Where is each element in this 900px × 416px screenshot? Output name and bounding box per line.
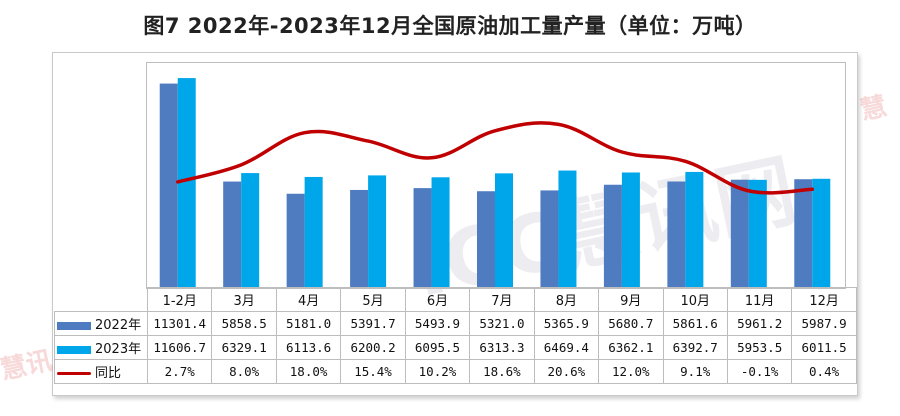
- chart-title: 图7 2022年-2023年12月全国原油加工量产量（单位：万吨）: [143, 14, 757, 38]
- category-label: 4月: [275, 287, 342, 312]
- data-cell: 12.0%: [598, 359, 664, 384]
- corner-cell: [54, 287, 148, 312]
- bar-2022: [223, 181, 242, 287]
- data-cell: 20.6%: [533, 359, 600, 384]
- data-cell: 6313.3: [469, 335, 535, 360]
- category-label: 3月: [211, 287, 277, 312]
- category-label: 1-2月: [146, 287, 213, 312]
- legend-swatch-2023: [57, 345, 91, 354]
- legend-2023: 2023年: [54, 335, 148, 360]
- data-cell: 5321.0: [469, 311, 535, 336]
- category-label: 12月: [791, 287, 857, 312]
- data-cell: 6095.5: [404, 335, 471, 360]
- bar-2023: [748, 179, 767, 287]
- legend-label-yoy: 同比: [95, 366, 122, 381]
- data-cell: 5858.5: [211, 311, 277, 336]
- bar-2022: [350, 189, 369, 287]
- data-cell: 9.1%: [662, 359, 728, 384]
- data-cell: 5680.7: [598, 311, 664, 336]
- bar-2023: [558, 170, 577, 287]
- data-table: 1-2月 3月 4月 5月 6月 7月 8月 9月 10月 11月 12月 2022年 11301.…: [54, 287, 857, 384]
- data-cell: 5365.9: [533, 311, 600, 336]
- data-cell: 18.0%: [275, 359, 342, 384]
- legend-swatch-yoy: [57, 372, 91, 375]
- data-cell: 6329.1: [211, 335, 277, 360]
- bar-2022: [413, 188, 432, 287]
- bar-2022: [286, 193, 305, 287]
- data-cell: 5987.9: [791, 311, 857, 336]
- data-cell: 11301.4: [146, 311, 213, 336]
- legend-yoy: 同比: [54, 359, 148, 384]
- category-row: 1-2月 3月 4月 5月 6月 7月 8月 9月 10月 11月 12月: [54, 287, 857, 312]
- data-cell: 6362.1: [598, 335, 664, 360]
- data-cell: 5861.6: [662, 311, 728, 336]
- data-cell: 5953.5: [726, 335, 793, 360]
- data-cell: -0.1%: [726, 359, 793, 384]
- bar-2022: [603, 184, 622, 287]
- category-label: 5月: [340, 287, 406, 312]
- data-cell: 15.4%: [340, 359, 406, 384]
- bar-2022: [540, 190, 559, 287]
- data-cell: 10.2%: [404, 359, 471, 384]
- bar-2023: [368, 175, 387, 287]
- bar-2023: [495, 173, 513, 287]
- data-cell: 18.6%: [469, 359, 535, 384]
- category-label: 10月: [662, 287, 728, 312]
- bar-2023: [812, 178, 831, 287]
- category-label: 8月: [533, 287, 600, 312]
- category-label: 11月: [726, 287, 793, 312]
- category-label: 6月: [404, 287, 471, 312]
- category-label: 9月: [598, 287, 664, 312]
- data-cell: 5961.2: [726, 311, 793, 336]
- legend-label-2022: 2022年: [95, 318, 142, 333]
- data-cell: 0.4%: [791, 359, 857, 384]
- bar-2023: [431, 177, 450, 287]
- data-cell: 5493.9: [404, 311, 471, 336]
- data-cell: 6469.4: [533, 335, 600, 360]
- legend-swatch-2022: [57, 321, 91, 330]
- bar-2022: [667, 181, 686, 287]
- data-cell: 6113.6: [275, 335, 342, 360]
- legend-2022: 2022年: [54, 311, 148, 336]
- bar-2022: [730, 179, 749, 287]
- data-cell: 2.7%: [146, 359, 213, 384]
- series-row-2022: 2022年 11301.4 5858.5 5181.0 5391.7 5493.9 532…: [54, 311, 857, 336]
- data-cell: 8.0%: [211, 359, 277, 384]
- bar-2023: [177, 78, 196, 287]
- data-cell: 5391.7: [340, 311, 406, 336]
- series-row-yoy: 同比 2.7% 8.0% 18.0% 15.4% 10.2% 18.6% 20.6% 12.0…: [54, 359, 857, 384]
- legend-label-2023: 2023年: [95, 342, 142, 357]
- bar-2022: [794, 179, 813, 287]
- category-label: 7月: [469, 287, 535, 312]
- bar-2022: [159, 83, 178, 287]
- data-cell: 6011.5: [791, 335, 857, 360]
- bar-2023: [621, 172, 640, 287]
- data-cell: 6200.2: [340, 335, 406, 360]
- bar-2023: [241, 173, 260, 287]
- data-cell: 6392.7: [662, 335, 728, 360]
- bar-2023: [685, 171, 704, 287]
- bar-2022: [477, 191, 495, 287]
- data-cell: 5181.0: [275, 311, 342, 336]
- series-row-2023: 2023年 11606.7 6329.1 6113.6 6200.2 6095.5 631…: [54, 335, 857, 360]
- bar-2023: [304, 176, 323, 287]
- data-cell: 11606.7: [146, 335, 213, 360]
